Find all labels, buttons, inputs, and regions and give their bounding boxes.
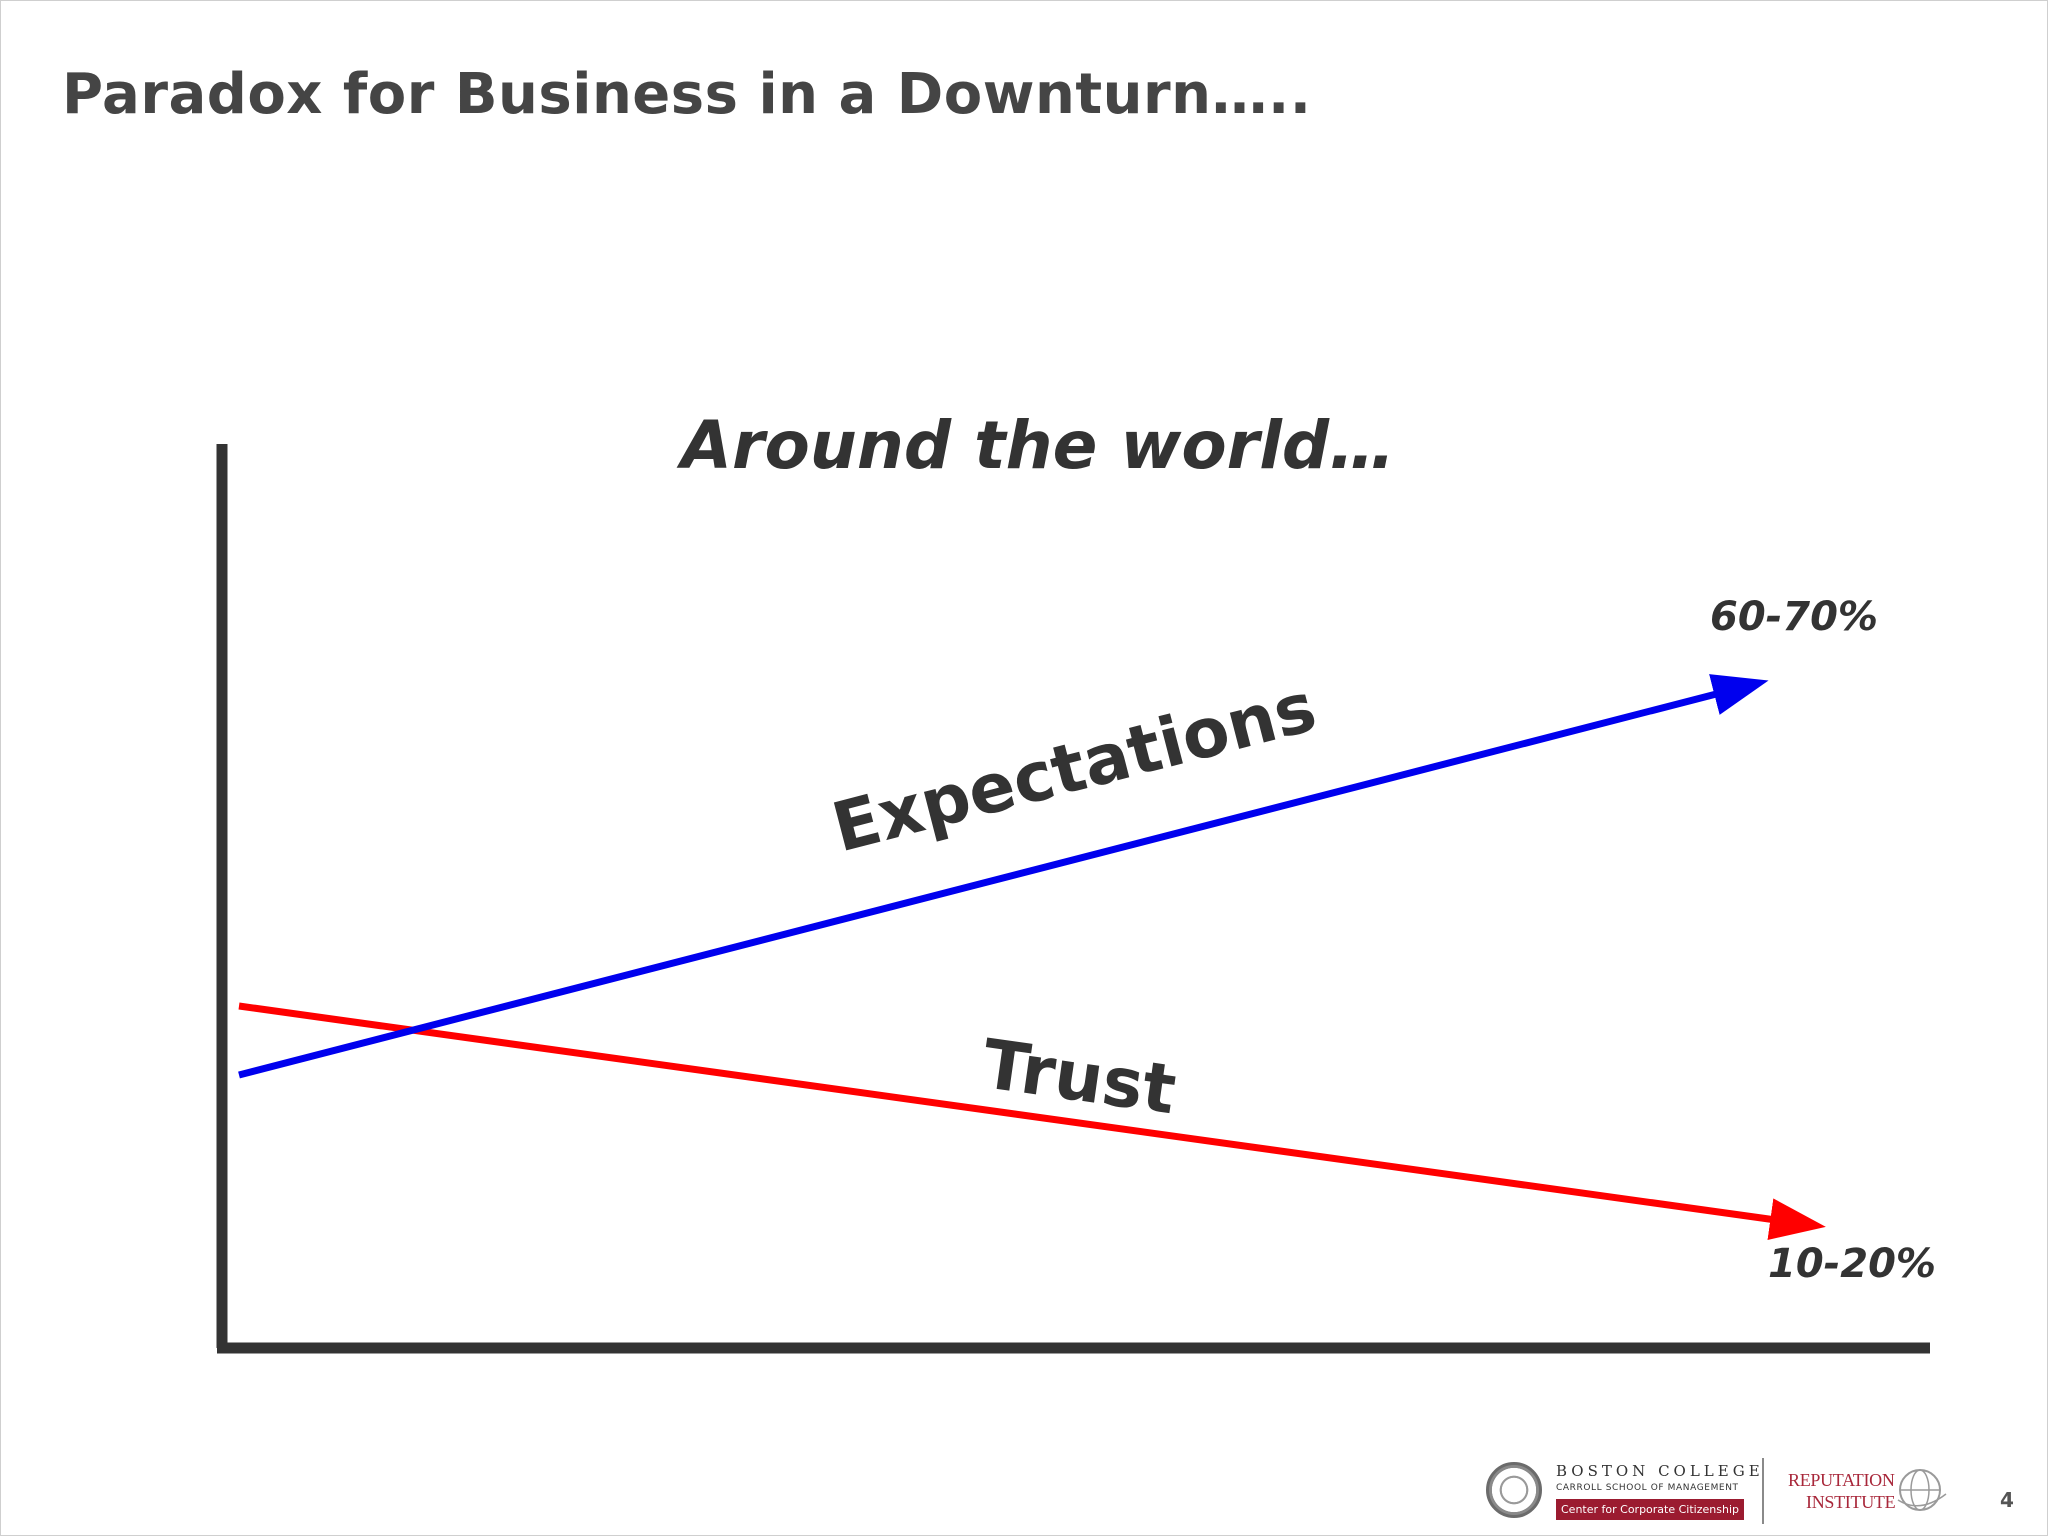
trust-end-label: 10-20%: [1768, 1241, 1936, 1287]
globe-icon: [1897, 1469, 1947, 1511]
bc-school: CARROLL SCHOOL OF MANAGEMENT: [1556, 1483, 1739, 1493]
ri-line2: INSTITUTE: [1806, 1492, 1896, 1512]
expectations-line: [238, 674, 1769, 1079]
expectations-label: Expectations: [825, 668, 1324, 868]
bc-center: Center for Corporate Citizenship: [1556, 1499, 1744, 1520]
trust-line: [238, 1002, 1826, 1241]
seal-icon: [1486, 1462, 1542, 1518]
expectations-end-label: 60-70%: [1710, 594, 1878, 640]
footer-divider: [1762, 1458, 1764, 1524]
footer-logos: BOSTON COLLEGE CARROLL SCHOOL OF MANAGEM…: [1486, 1456, 1956, 1528]
ri-line1: REPUTATION: [1788, 1470, 1895, 1490]
slide-title: Paradox for Business in a Downturn…..: [62, 62, 1312, 127]
page-number: 4: [2000, 1488, 2014, 1512]
bc-name: BOSTON COLLEGE: [1556, 1462, 1764, 1480]
diagram-heading: Around the world…: [676, 407, 1395, 484]
